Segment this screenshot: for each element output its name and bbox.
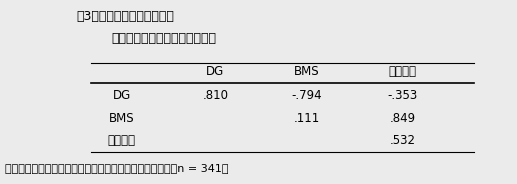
Text: -.794: -.794 bbox=[291, 89, 322, 102]
Text: 主要な形質の遣伝率、遣伝相関: 主要な形質の遣伝率、遣伝相関 bbox=[112, 32, 217, 45]
Text: BMS: BMS bbox=[294, 66, 320, 79]
Text: BMS: BMS bbox=[109, 112, 134, 125]
Text: 枝肉単価: 枝肉単価 bbox=[389, 66, 417, 79]
Text: .849: .849 bbox=[390, 112, 416, 125]
Text: 表3　交雑種データにおける: 表3 交雑種データにおける bbox=[76, 10, 174, 23]
Text: DG: DG bbox=[206, 66, 224, 79]
Text: 遣伝率は対角線上の値、遣伝相関は対角線右上の値　　（n = 341）: 遣伝率は対角線上の値、遣伝相関は対角線右上の値 （n = 341） bbox=[5, 164, 229, 174]
Text: .532: .532 bbox=[390, 134, 416, 147]
Text: DG: DG bbox=[113, 89, 131, 102]
Text: .111: .111 bbox=[294, 112, 320, 125]
Text: 枝肉単価: 枝肉単価 bbox=[108, 134, 135, 147]
Text: .810: .810 bbox=[203, 89, 229, 102]
Text: -.353: -.353 bbox=[388, 89, 418, 102]
